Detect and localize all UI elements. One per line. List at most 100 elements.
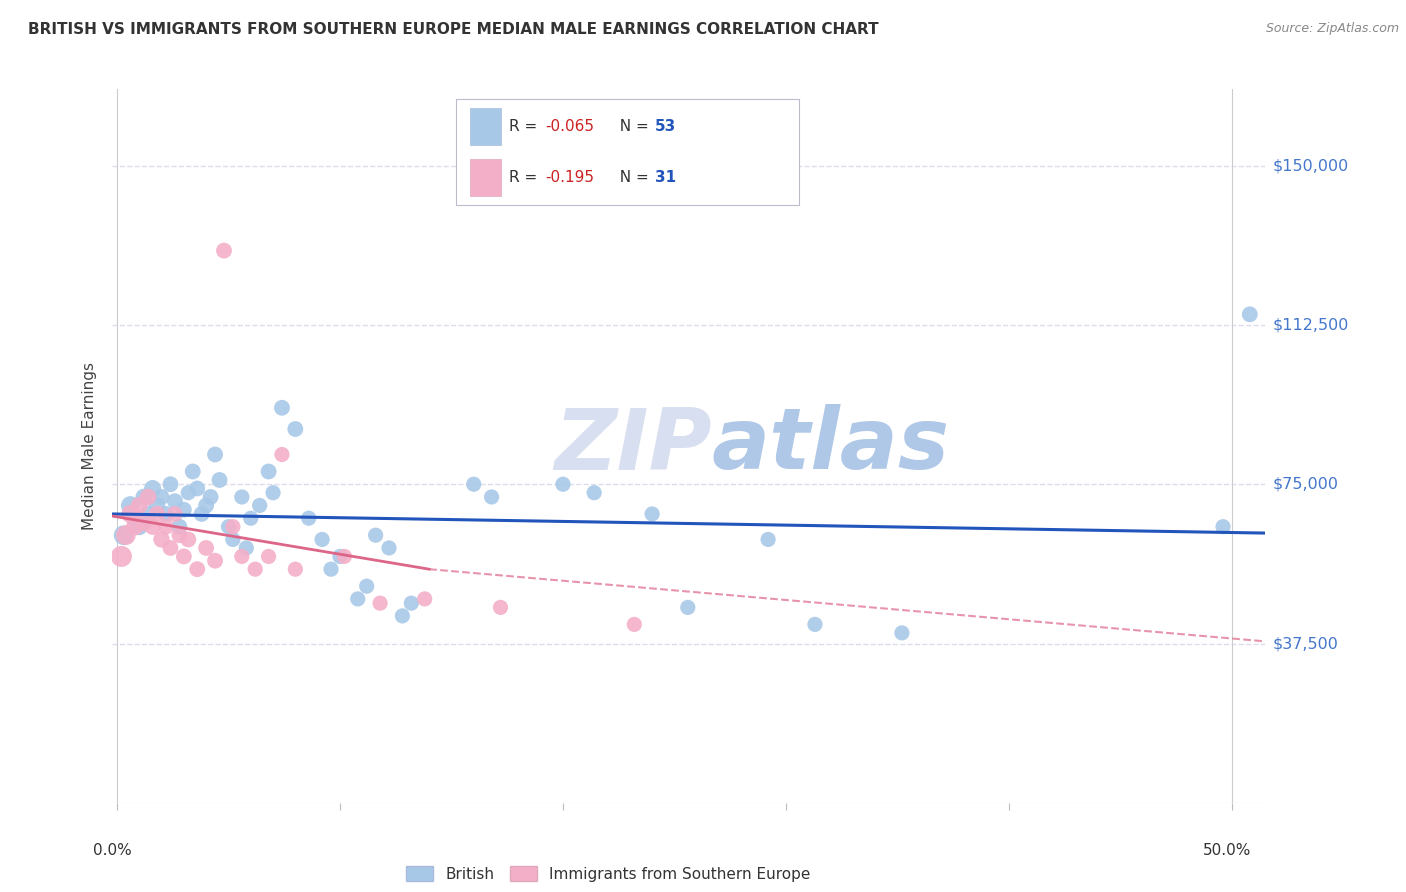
Text: atlas: atlas (711, 404, 950, 488)
Point (150, 533, 173, 547)
Point (120, 507, 142, 521)
Point (623, 617, 645, 632)
Point (120, 499, 142, 513)
Point (271, 401, 294, 415)
Point (150, 490, 173, 504)
Point (463, 477, 485, 491)
Point (132, 490, 155, 504)
Text: N =: N = (610, 170, 654, 185)
Point (1239, 307, 1261, 321)
Point (163, 507, 186, 521)
Point (173, 502, 195, 516)
Point (756, 533, 779, 547)
Point (890, 626, 912, 640)
Point (489, 600, 512, 615)
Point (329, 549, 352, 564)
Point (146, 507, 169, 521)
Point (110, 549, 132, 564)
Point (249, 499, 271, 513)
Point (239, 511, 262, 525)
Point (641, 507, 664, 521)
Point (217, 519, 239, 533)
Point (146, 499, 169, 513)
Point (346, 591, 368, 606)
Point (142, 482, 165, 496)
Point (204, 554, 226, 568)
Text: $75,000: $75,000 (1272, 476, 1339, 491)
Point (271, 448, 294, 462)
Point (124, 519, 146, 533)
Point (583, 485, 606, 500)
Point (212, 244, 235, 258)
Text: $37,500: $37,500 (1272, 636, 1339, 651)
Point (181, 465, 204, 479)
Point (222, 533, 245, 547)
Point (235, 541, 257, 555)
Text: -0.195: -0.195 (546, 170, 595, 185)
Text: ZIP: ZIP (554, 404, 711, 488)
Point (136, 507, 159, 521)
Point (481, 490, 503, 504)
Point (401, 596, 423, 610)
Point (128, 499, 150, 513)
Point (804, 617, 827, 632)
Point (136, 490, 159, 504)
Point (245, 562, 267, 576)
Point (333, 549, 356, 564)
Point (311, 533, 333, 547)
Point (298, 511, 321, 525)
Point (190, 507, 212, 521)
Point (186, 562, 208, 576)
Point (676, 600, 699, 615)
Point (128, 519, 150, 533)
Point (195, 499, 218, 513)
Point (284, 422, 307, 436)
Point (378, 541, 401, 555)
Point (112, 528, 135, 542)
Text: BRITISH VS IMMIGRANTS FROM SOUTHERN EUROPE MEDIAN MALE EARNINGS CORRELATION CHAR: BRITISH VS IMMIGRANTS FROM SOUTHERN EURO… (28, 22, 879, 37)
Point (262, 485, 284, 500)
Point (257, 465, 280, 479)
Text: $150,000: $150,000 (1272, 158, 1348, 173)
Point (356, 579, 378, 593)
Point (163, 494, 186, 508)
Text: -0.065: -0.065 (546, 120, 595, 134)
Point (195, 541, 218, 555)
Point (231, 549, 253, 564)
Point (177, 533, 200, 547)
Text: 31: 31 (655, 170, 676, 185)
Point (186, 482, 208, 496)
Point (155, 519, 177, 533)
Point (1212, 519, 1234, 533)
Point (208, 473, 231, 487)
Point (177, 485, 200, 500)
Point (222, 519, 245, 533)
Point (173, 549, 195, 564)
Text: R =: R = (509, 120, 543, 134)
Point (391, 608, 413, 623)
Point (169, 528, 191, 542)
Point (551, 477, 574, 491)
Point (284, 562, 307, 576)
Point (142, 519, 165, 533)
Text: N =: N = (610, 120, 654, 134)
Point (204, 448, 226, 462)
Point (132, 516, 155, 530)
Y-axis label: Median Male Earnings: Median Male Earnings (82, 362, 97, 530)
Point (319, 562, 342, 576)
Text: $112,500: $112,500 (1272, 318, 1348, 333)
Point (159, 541, 181, 555)
Text: 53: 53 (655, 120, 676, 134)
Text: R =: R = (509, 170, 543, 185)
Point (115, 528, 138, 542)
Point (257, 549, 280, 564)
Point (413, 591, 436, 606)
Text: 0.0%: 0.0% (93, 843, 132, 858)
Point (231, 490, 253, 504)
Point (368, 596, 391, 610)
Point (169, 519, 191, 533)
Text: 50.0%: 50.0% (1204, 843, 1251, 858)
Text: Source: ZipAtlas.com: Source: ZipAtlas.com (1265, 22, 1399, 36)
Point (124, 511, 146, 525)
Point (364, 528, 387, 542)
